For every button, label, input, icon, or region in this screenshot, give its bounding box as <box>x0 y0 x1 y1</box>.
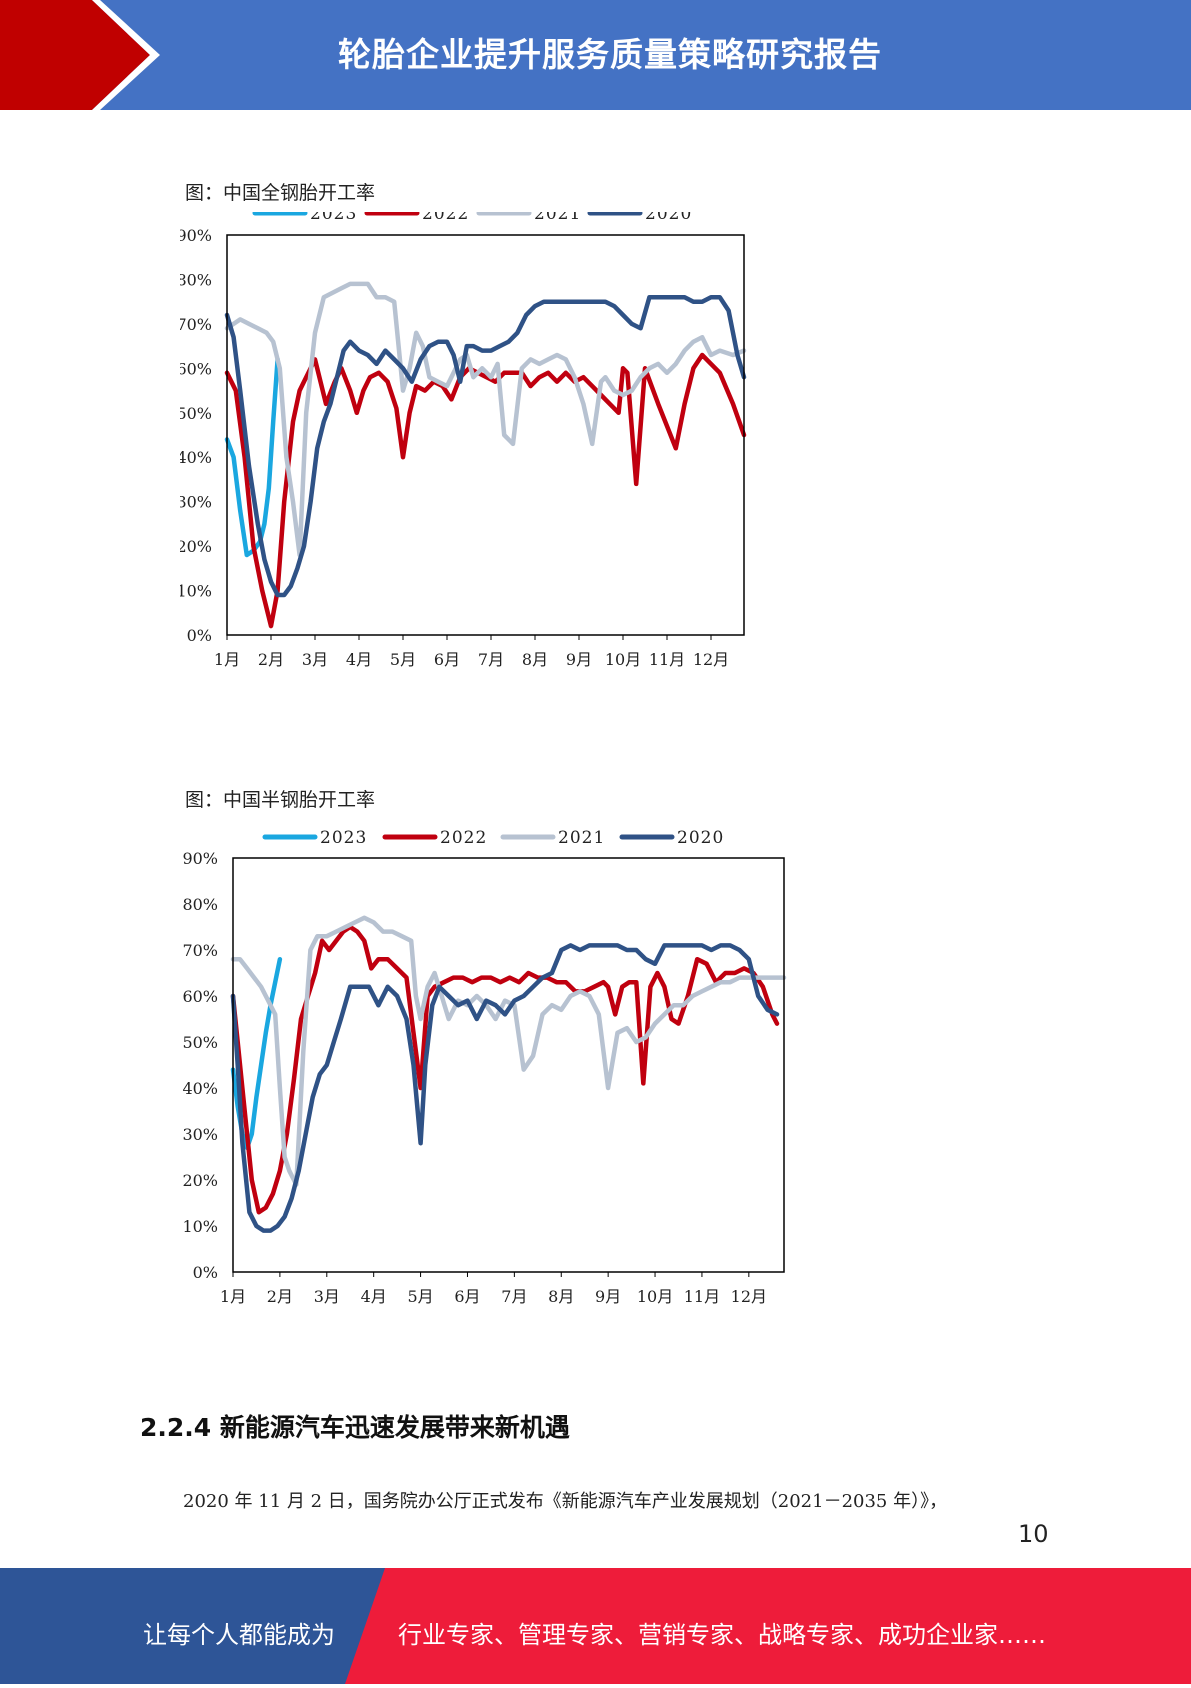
y-tick-label: 60% <box>182 987 218 1006</box>
x-tick-label: 6月 <box>454 1287 480 1306</box>
section-heading: 2.2.4 新能源汽车迅速发展带来新机遇 <box>140 1413 570 1442</box>
header-background <box>0 0 1191 110</box>
legend-label-2022: 2022 <box>440 828 487 848</box>
legend-label-2021: 2021 <box>558 828 605 848</box>
line-chart-all-steel-tire: 0% 10% 20% 30% 40% 50% 60% 70% 80% 90% 1月 2月 3月 4月 5月 6… <box>180 212 747 669</box>
y-tick-label: 30% <box>182 1125 218 1144</box>
report-title: 轮胎企业提升服务质量策略研究报告 <box>338 35 882 74</box>
y-tick-label: 70% <box>182 941 218 960</box>
series-line-2020 <box>224 294 747 598</box>
legend-label-2022: 2022 <box>422 212 469 224</box>
y-tick-label: 0% <box>187 626 212 645</box>
y-tick-label: 80% <box>182 895 218 914</box>
x-tick-label: 4月 <box>346 650 372 669</box>
x-tick-label: 6月 <box>434 650 460 669</box>
x-tick-label: 10月 <box>605 650 641 669</box>
y-tick-label: 20% <box>182 1171 218 1190</box>
plot-frame <box>226 234 745 636</box>
y-tick-label: 50% <box>182 1033 218 1052</box>
y-tick-label: 10% <box>182 1217 218 1236</box>
y-tick-label: 20% <box>180 537 212 556</box>
y-tick-label: 90% <box>182 849 218 868</box>
x-tick-label: 8月 <box>548 1287 574 1306</box>
y-tick-label: 40% <box>182 1079 218 1098</box>
series-line-2022 <box>230 924 780 1215</box>
series-line-2020 <box>230 943 780 1233</box>
y-tick-label: 30% <box>180 493 212 512</box>
series-line-2023 <box>224 357 280 558</box>
x-tick-label: 1月 <box>214 650 240 669</box>
header-banner: 轮胎企业提升服务质量策略研究报告 <box>0 0 1191 110</box>
y-tick-label: 50% <box>180 404 212 423</box>
x-tick-label: 11月 <box>649 650 685 669</box>
figure-caption-1: 图：中国全钢胎开工率 <box>185 182 376 204</box>
y-tick-label: 10% <box>180 582 212 601</box>
figure-caption-2: 图：中国半钢胎开工率 <box>185 789 376 811</box>
legend-label-2021: 2021 <box>534 212 581 224</box>
x-tick-label: 4月 <box>361 1287 387 1306</box>
x-tick-label: 3月 <box>302 650 328 669</box>
legend-label-2020: 2020 <box>677 828 724 848</box>
plot-frame <box>232 857 785 1273</box>
x-tick-label: 5月 <box>390 650 416 669</box>
legend-label-2020: 2020 <box>645 212 692 224</box>
x-tick-label: 3月 <box>314 1287 340 1306</box>
footer-blue-band <box>0 1568 385 1684</box>
x-tick-label: 5月 <box>407 1287 433 1306</box>
x-tick-label: 9月 <box>595 1287 621 1306</box>
header-red-arrow <box>0 0 150 110</box>
x-tick-label: 7月 <box>501 1287 527 1306</box>
x-tick-label: 8月 <box>522 650 548 669</box>
y-tick-label: 40% <box>180 448 212 467</box>
header-blue-band <box>0 0 1191 110</box>
y-tick-label: 90% <box>180 226 212 245</box>
x-tick-label: 2月 <box>258 650 284 669</box>
y-tick-label: 0% <box>193 1263 218 1282</box>
legend-label-2023: 2023 <box>310 212 357 224</box>
footer-slogan-left: 让每个人都能成为 <box>143 1621 335 1649</box>
series-line-2021 <box>230 915 787 1187</box>
x-tick-label: 1月 <box>220 1287 246 1306</box>
footer-banner <box>0 1568 1191 1684</box>
y-tick-label: 70% <box>180 315 212 334</box>
x-tick-label: 10月 <box>637 1287 673 1306</box>
y-tick-label: 60% <box>180 359 212 378</box>
line-chart-semi-steel-tire: 0% 10% 20% 30% 40% 50% 60% 70% 80% 90% 1月 2月 3月 4月 5月 6… <box>182 828 787 1306</box>
body-paragraph: 2020 年 11 月 2 日，国务院办公厅正式发布《新能源汽车产业发展规划（2… <box>183 1491 948 1512</box>
x-tick-label: 12月 <box>731 1287 767 1306</box>
x-tick-label: 12月 <box>693 650 729 669</box>
y-tick-label: 80% <box>180 270 212 289</box>
legend-label-2023: 2023 <box>320 828 367 848</box>
x-tick-label: 9月 <box>566 650 592 669</box>
page-number: 10 <box>1018 1520 1049 1548</box>
x-tick-label: 2月 <box>267 1287 293 1306</box>
x-tick-label: 7月 <box>478 650 504 669</box>
x-tick-label: 11月 <box>684 1287 720 1306</box>
footer-slogan-right: 行业专家、管理专家、营销专家、战略专家、成功企业家…… <box>398 1621 1046 1649</box>
footer-background <box>0 1568 1191 1684</box>
